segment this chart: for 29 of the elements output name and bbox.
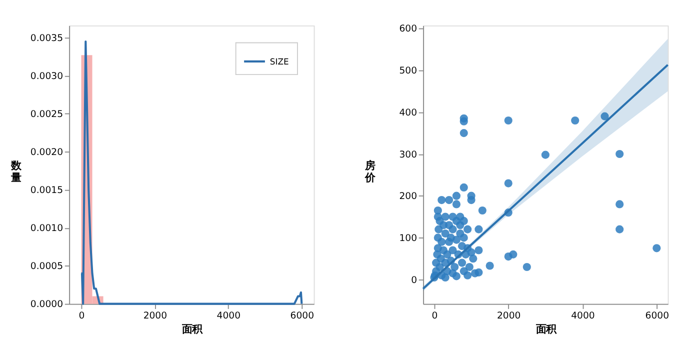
line-series bbox=[80, 40, 303, 305]
x-tick-label: 4000 bbox=[571, 310, 595, 322]
y-tick-label: 0 bbox=[411, 274, 418, 286]
x-tick-label: 6000 bbox=[645, 310, 670, 322]
y-tick-label: 200 bbox=[399, 191, 418, 202]
y-tick-label: 0.0005 bbox=[30, 261, 64, 272]
y-tick-label: 400 bbox=[399, 107, 418, 118]
y-tick-label: 0.0020 bbox=[30, 147, 64, 158]
x-tick-label: 4000 bbox=[216, 310, 241, 322]
x-axis-title: 面积 bbox=[180, 323, 203, 336]
y-tick-label: 500 bbox=[399, 66, 418, 77]
y-tick-label: 0.0025 bbox=[30, 108, 64, 120]
x-tick-label: 2000 bbox=[143, 310, 168, 322]
y-tick-label: 0.0010 bbox=[30, 223, 64, 234]
y-tick-label: 0.0015 bbox=[30, 185, 64, 196]
x-tick-label: 0 bbox=[432, 310, 438, 322]
y-tick-label: 0.0000 bbox=[30, 299, 64, 310]
y-axis-title: 数量 bbox=[10, 160, 22, 184]
y-tick-label: 300 bbox=[399, 149, 418, 160]
x-tick-label: 2000 bbox=[496, 310, 521, 322]
y-tick-label: 600 bbox=[399, 24, 418, 35]
x-tick-label: 0 bbox=[78, 310, 85, 322]
x-axis-title: 面积 bbox=[534, 323, 557, 336]
y-axis-title: 房价 bbox=[364, 160, 376, 184]
legend-label: SIZE bbox=[270, 56, 289, 66]
x-tick-label: 6000 bbox=[290, 310, 314, 322]
y-tick-label: 100 bbox=[399, 232, 418, 244]
y-tick-label: 0.0030 bbox=[30, 70, 64, 82]
y-tick-label: 0.0035 bbox=[30, 32, 64, 44]
